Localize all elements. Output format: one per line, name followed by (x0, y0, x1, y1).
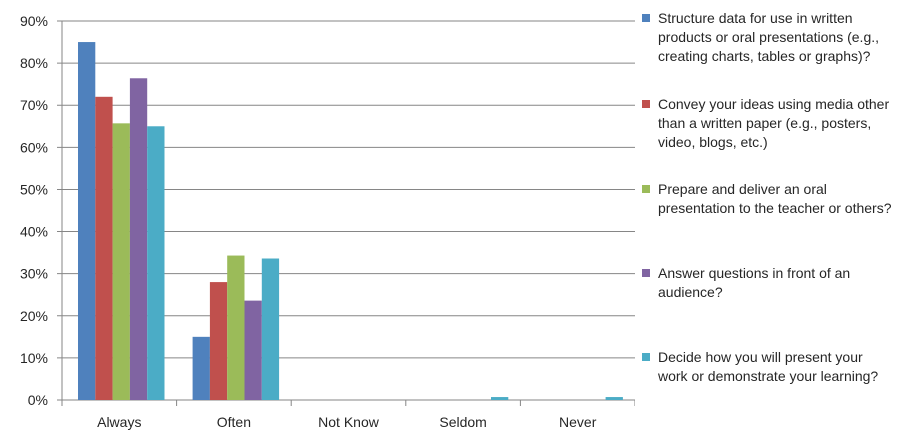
legend-swatch (642, 14, 650, 22)
legend-item: Prepare and deliver an oral presentation… (642, 180, 898, 218)
y-tick-label: 10% (20, 350, 48, 366)
bar (261, 258, 280, 400)
legend-swatch (642, 100, 650, 108)
y-tick-label: 40% (20, 224, 48, 240)
legend-label: Decide how you will present your work or… (658, 349, 879, 384)
bar (112, 123, 130, 400)
legend-label: Answer questions in front of an audience… (658, 265, 851, 300)
x-tick-label: Often (217, 414, 251, 430)
bars (78, 42, 623, 401)
y-axis-tick-labels: 0% 10% 20% 30% 40% 50% 60% 70% 80% 90% (20, 13, 48, 408)
bar (605, 397, 623, 400)
y-tick-label: 0% (28, 392, 48, 408)
y-tick-label: 60% (20, 139, 48, 155)
legend-label: Prepare and deliver an oral presentation… (658, 181, 892, 216)
x-tick-label: Not Know (318, 414, 380, 430)
bar (129, 78, 148, 400)
bar (147, 126, 165, 401)
y-tick-label: 20% (20, 308, 48, 324)
y-tick-label: 80% (20, 55, 48, 71)
y-tick-label: 30% (20, 266, 48, 282)
x-tick-label: Never (559, 414, 597, 430)
y-tick-label: 50% (20, 181, 48, 197)
bar (227, 255, 245, 400)
legend-swatch (642, 353, 650, 361)
x-tick-label: Seldom (439, 414, 486, 430)
bar (491, 397, 509, 400)
x-axis-tick-labels: Always Often Not Know Seldom Never (97, 414, 597, 430)
bar (78, 42, 96, 401)
legend-item: Convey your ideas using media other than… (642, 95, 898, 152)
legend-item: Decide how you will present your work or… (642, 348, 898, 386)
bar (192, 336, 210, 400)
legend-item: Structure data for use in written produc… (642, 9, 898, 66)
bar (244, 300, 262, 400)
legend-label: Convey your ideas using media other than… (658, 96, 890, 150)
bar (209, 282, 228, 400)
y-tick-label: 90% (20, 13, 48, 29)
x-tick-label: Always (97, 414, 141, 430)
legend-swatch (642, 269, 650, 277)
legend-swatch (642, 185, 650, 193)
x-axis (61, 21, 635, 406)
legend-label: Structure data for use in written produc… (658, 10, 880, 64)
legend-item: Answer questions in front of an audience… (642, 264, 898, 302)
bar-chart: 0% 10% 20% 30% 40% 50% 60% 70% 80% 90% Always Ofte… (20, 13, 635, 430)
bar (95, 96, 113, 401)
y-tick-label: 70% (20, 97, 48, 113)
legend: Structure data for use in written produc… (642, 0, 898, 437)
